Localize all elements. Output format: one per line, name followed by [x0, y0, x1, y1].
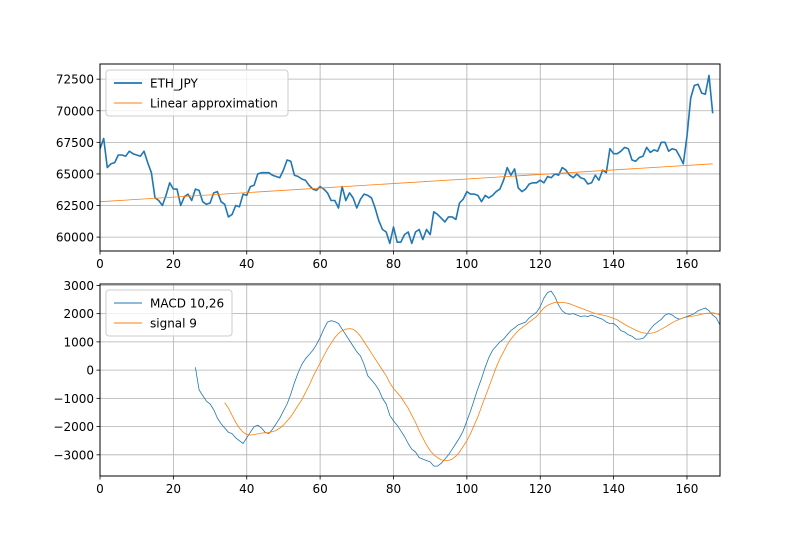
- price-panel: 0 20 40 60 80 100 120 140 160 60000 62500 65000 675…: [56, 63, 721, 271]
- price-y-axis: 60000 62500 65000 67500 70000 72500: [56, 73, 100, 245]
- x-tick-label: 100: [455, 257, 478, 271]
- x-tick-label: 120: [529, 482, 552, 496]
- macd-x-axis: 0 20 40 60 80 100 120 140 160: [96, 476, 698, 496]
- price-x-axis: 0 20 40 60 80 100 120 140 160: [96, 251, 698, 271]
- series-line-signal-9: [224, 302, 721, 461]
- x-tick-label: 60: [312, 257, 327, 271]
- x-tick-label: 40: [239, 482, 254, 496]
- macd-panel: 0 20 40 60 80 100 120 140 160 −3000 −2000 −1000 0 10…: [53, 279, 721, 496]
- y-tick-label: 62500: [56, 199, 94, 213]
- macd-grid: [99, 284, 720, 476]
- price-axes-frame: [99, 63, 721, 252]
- series-line-macd-10-26: [195, 290, 721, 467]
- series-line-eth-jpy: [99, 74, 714, 245]
- y-tick-label: 70000: [56, 104, 94, 118]
- price-plot-area: [99, 74, 714, 245]
- price-legend-box: [105, 69, 289, 117]
- legend-label-eth-jpy: ETH_JPY: [150, 77, 198, 91]
- y-tick-label: 0: [86, 364, 94, 378]
- x-tick-label: 20: [166, 482, 181, 496]
- y-tick-label: −2000: [53, 420, 94, 434]
- x-tick-label: 140: [602, 482, 625, 496]
- legend-label-signal: signal 9: [150, 317, 197, 331]
- x-tick-label: 80: [386, 257, 401, 271]
- y-tick-label: 2000: [63, 307, 94, 321]
- macd-legend-box: [105, 289, 233, 337]
- x-tick-label: 160: [676, 257, 699, 271]
- macd-plot-area: [195, 290, 721, 467]
- y-tick-label: −3000: [53, 448, 94, 462]
- x-tick-label: 140: [602, 257, 625, 271]
- macd-axes-frame: [99, 283, 721, 477]
- legend-label-macd: MACD 10,26: [150, 297, 224, 311]
- macd-y-axis: −3000 −2000 −1000 0 1000 2000 3000: [53, 279, 100, 462]
- x-tick-label: 0: [96, 482, 104, 496]
- series-line-linear-approximation: [99, 163, 713, 203]
- x-tick-label: 120: [529, 257, 552, 271]
- legend-label-linear-approximation: Linear approximation: [150, 97, 278, 111]
- y-tick-label: 60000: [56, 231, 94, 245]
- macd-legend: MACD 10,26 signal 9: [105, 289, 233, 337]
- x-tick-label: 20: [166, 257, 181, 271]
- y-tick-label: −1000: [53, 392, 94, 406]
- x-tick-label: 40: [239, 257, 254, 271]
- y-tick-label: 65000: [56, 167, 94, 181]
- x-tick-label: 60: [312, 482, 327, 496]
- x-tick-label: 160: [676, 482, 699, 496]
- x-tick-label: 80: [386, 482, 401, 496]
- x-tick-label: 100: [455, 482, 478, 496]
- price-legend: ETH_JPY Linear approximation: [105, 69, 289, 117]
- y-tick-label: 1000: [63, 335, 94, 349]
- y-tick-label: 3000: [63, 279, 94, 293]
- y-tick-label: 67500: [56, 136, 94, 150]
- x-tick-label: 0: [96, 257, 104, 271]
- y-tick-label: 72500: [56, 73, 94, 87]
